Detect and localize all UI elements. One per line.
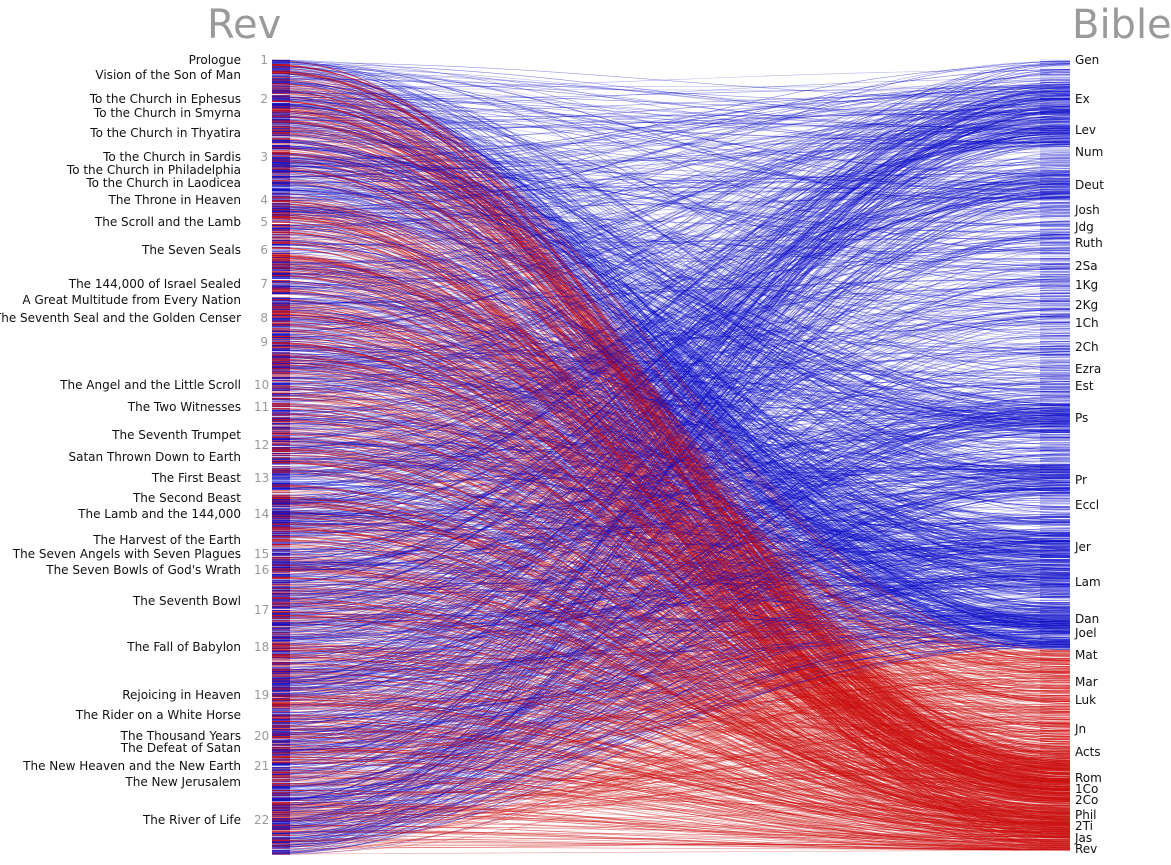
cross-reference-line xyxy=(271,134,1071,727)
cross-reference-line xyxy=(271,444,1071,471)
cross-reference-line xyxy=(271,490,1071,581)
cross-reference-line xyxy=(271,140,1071,399)
cross-reference-line xyxy=(271,64,1071,216)
cross-reference-line xyxy=(271,144,1071,801)
cross-reference-line xyxy=(271,596,1071,737)
cross-reference-line xyxy=(271,301,1071,411)
cross-reference-line xyxy=(271,709,1071,727)
cross-reference-line xyxy=(271,313,1071,378)
cross-reference-line xyxy=(271,61,1071,275)
cross-reference-line xyxy=(271,444,1071,456)
cross-reference-line xyxy=(271,117,1071,128)
cross-reference-line xyxy=(271,319,1071,545)
cross-reference-line xyxy=(271,73,1071,468)
cross-reference-line xyxy=(271,247,1071,406)
cross-reference-line xyxy=(271,152,1071,483)
cross-reference-line xyxy=(271,249,1071,582)
cross-reference-line xyxy=(271,770,1071,803)
cross-reference-line xyxy=(271,108,1071,365)
cross-reference-line xyxy=(271,546,1071,723)
cross-reference-line xyxy=(271,676,1071,713)
cross-reference-line xyxy=(271,242,1071,263)
cross-reference-line xyxy=(271,804,1071,850)
cross-reference-line xyxy=(271,447,1071,625)
cross-reference-line xyxy=(271,586,1071,835)
cross-reference-line xyxy=(271,179,1071,391)
cross-reference-line xyxy=(271,460,1071,558)
cross-reference-line xyxy=(271,249,1071,326)
cross-reference-line xyxy=(271,288,1071,520)
cross-reference-line xyxy=(271,73,1071,405)
cross-reference-line xyxy=(271,231,1071,788)
cross-reference-line xyxy=(271,118,1071,324)
cross-reference-line xyxy=(271,277,1071,535)
cross-reference-line xyxy=(271,73,1071,633)
cross-reference-line xyxy=(271,512,1071,680)
cross-reference-line xyxy=(271,131,1071,368)
cross-reference-line xyxy=(271,487,1071,725)
cross-reference-line xyxy=(271,331,1071,483)
left-axis-title: Rev xyxy=(207,2,281,48)
cross-reference-line xyxy=(271,289,1071,665)
cross-reference-line xyxy=(271,80,1071,215)
cross-reference-line xyxy=(271,321,1071,485)
cross-reference-line xyxy=(271,99,1071,177)
cross-reference-line xyxy=(271,849,1071,855)
cross-reference-line xyxy=(271,266,1071,758)
cross-reference-line xyxy=(271,122,1071,143)
cross-reference-line xyxy=(271,209,1071,269)
cross-reference-line xyxy=(271,154,1071,572)
cross-reference-line xyxy=(271,104,1071,282)
cross-reference-line xyxy=(271,521,1071,796)
cross-reference-line xyxy=(271,333,1071,421)
cross-reference-line xyxy=(271,352,1071,596)
cross-reference-line xyxy=(271,96,1071,616)
cross-reference-line xyxy=(271,201,1071,560)
cross-reference-line xyxy=(271,180,1071,405)
cross-reference-line xyxy=(271,320,1071,475)
cross-reference-line xyxy=(271,232,1071,834)
cross-reference-line xyxy=(271,515,1071,617)
cross-reference-line xyxy=(271,161,1071,338)
cross-reference-line xyxy=(271,259,1071,782)
cross-reference-line xyxy=(271,257,1071,782)
cross-reference-line xyxy=(271,259,1071,294)
cross-reference-line xyxy=(271,139,1071,741)
cross-reference-line xyxy=(271,339,1071,406)
cross-reference-line xyxy=(271,91,1071,178)
cross-reference-line xyxy=(271,91,1071,631)
cross-reference-line xyxy=(271,136,1071,233)
cross-reference-line xyxy=(271,181,1071,449)
right-axis-title: Bible xyxy=(1072,2,1171,48)
cross-reference-line xyxy=(271,176,1071,760)
